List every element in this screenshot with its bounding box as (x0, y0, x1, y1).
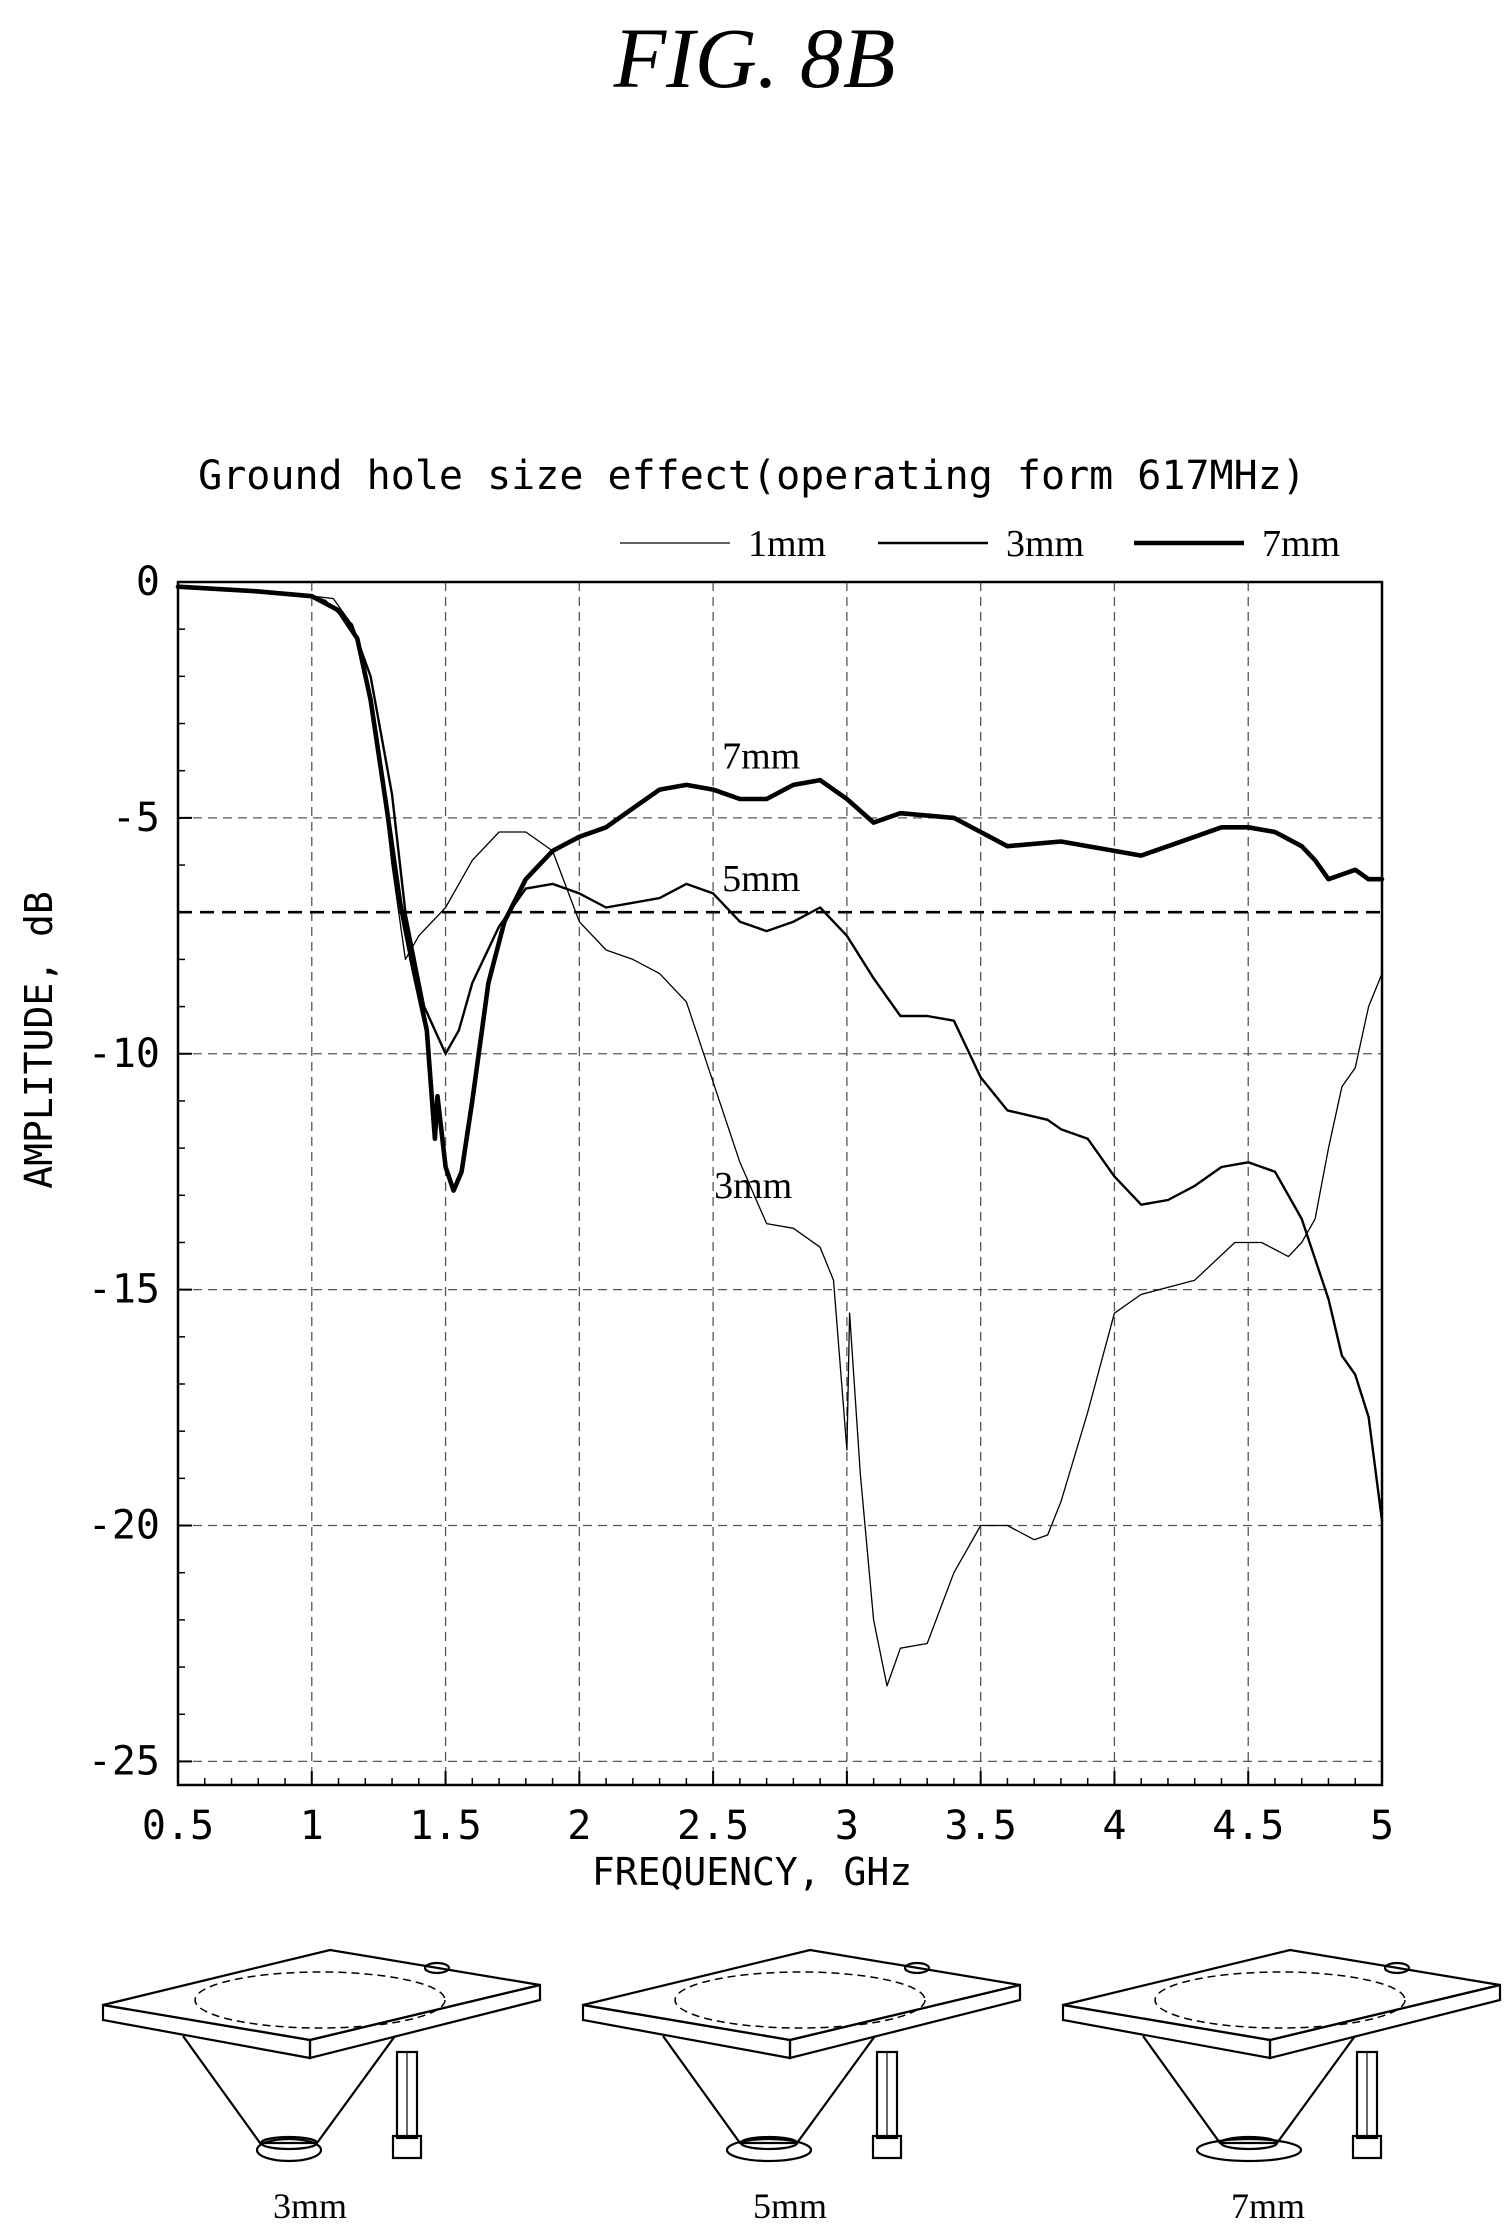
ticks-group: 0.5 1 1.5 2 2.5 3 3.5 4 4.5 5 0 -5 -10 -15 -20 -25 (88, 559, 1394, 1849)
ground-plane-front-edge (101, 2003, 312, 2060)
ground-plane-top (1062, 1948, 1501, 2042)
x-tick-label: 4.5 (1212, 1803, 1284, 1849)
antenna-illustration-5mm (581, 1948, 1022, 2163)
ground-plane-side-edge (1268, 1983, 1502, 2060)
x-tick-label: 0.5 (142, 1803, 214, 1849)
grid (178, 582, 1382, 1785)
y-tick-label: -5 (112, 795, 160, 841)
figure-label: FIG. 8B (613, 10, 896, 106)
series-group (175, 584, 1385, 1687)
ground-plane-top (582, 1948, 1021, 2042)
x-tick-label: 1 (300, 1803, 324, 1849)
feed-hole (423, 1961, 451, 1975)
cone-tip (259, 2135, 319, 2151)
caption-7mm: 7mm (1230, 2186, 1305, 2226)
annotations: 7mm 5mm 3mm (714, 736, 800, 1207)
x-tick-label: 5 (1370, 1803, 1394, 1849)
legend-label-1mm: 1mm (748, 523, 826, 565)
y-tick-label: -15 (88, 1267, 160, 1313)
feed-post-base (391, 2134, 423, 2160)
annotation-7mm: 7mm (722, 736, 800, 778)
x-tick-label: 2.5 (677, 1803, 749, 1849)
ground-hole-disc (725, 2137, 813, 2163)
cone-tip (1219, 2135, 1279, 2151)
plot-frame (176, 580, 1384, 1787)
antenna-illustration-7mm (1061, 1948, 1502, 2163)
y-tick-label: 0 (136, 559, 160, 605)
y-tick-label: -25 (88, 1738, 160, 1784)
ground-plane-top (102, 1948, 541, 2042)
feed-post-base (871, 2134, 903, 2160)
x-tick-label: 3 (835, 1803, 859, 1849)
legend: 1mm 3mm 7mm (620, 523, 1340, 565)
series-line-3mm (176, 585, 1384, 1522)
y-tick-label: -20 (88, 1503, 160, 1549)
chart-title: Ground hole size effect(operating form 6… (198, 453, 1306, 499)
feed-hole (1383, 1961, 1411, 1975)
cone-body (662, 2035, 876, 2145)
ground-plane-front-edge (1061, 2003, 1272, 2060)
ground-plane-side-edge (308, 1983, 542, 2060)
x-tick-label: 4 (1102, 1803, 1126, 1849)
x-tick-label: 3.5 (945, 1803, 1017, 1849)
cone-tip (739, 2135, 799, 2151)
ground-hole-disc (255, 2137, 323, 2163)
radiator-outline (194, 1971, 446, 2029)
cone-body (182, 2035, 396, 2145)
cone-body (1142, 2035, 1356, 2145)
caption-5mm: 5mm (752, 2186, 827, 2226)
y-axis-label: AMPLITUDE, dB (17, 891, 61, 1188)
x-tick-label: 1.5 (409, 1803, 481, 1849)
antenna-illustration-3mm (101, 1948, 542, 2163)
legend-label-7mm: 7mm (1262, 523, 1340, 565)
amplitude-chart: 0.5 1 1.5 2 2.5 3 3.5 4 4.5 5 0 -5 -10 -15 -20 -25 1mm 3… (17, 453, 1394, 1894)
ground-hole-disc (1195, 2137, 1303, 2163)
ground-plane-side-edge (788, 1983, 1022, 2060)
y-tick-label: -10 (88, 1031, 160, 1077)
annotation-3mm: 3mm (714, 1165, 792, 1207)
caption-3mm: 3mm (272, 2186, 347, 2226)
legend-label-3mm: 3mm (1006, 523, 1084, 565)
annotation-5mm: 5mm (722, 858, 800, 900)
series-line-7mm (175, 584, 1385, 1193)
x-tick-label: 2 (567, 1803, 591, 1849)
x-axis-label: FREQUENCY, GHz (592, 1850, 912, 1894)
feed-hole (903, 1961, 931, 1975)
radiator-outline (674, 1971, 926, 2029)
radiator-outline (1154, 1971, 1406, 2029)
ground-plane-front-edge (581, 2003, 792, 2060)
series-line-1mm (177, 586, 1383, 1687)
feed-post-base (1351, 2134, 1383, 2160)
